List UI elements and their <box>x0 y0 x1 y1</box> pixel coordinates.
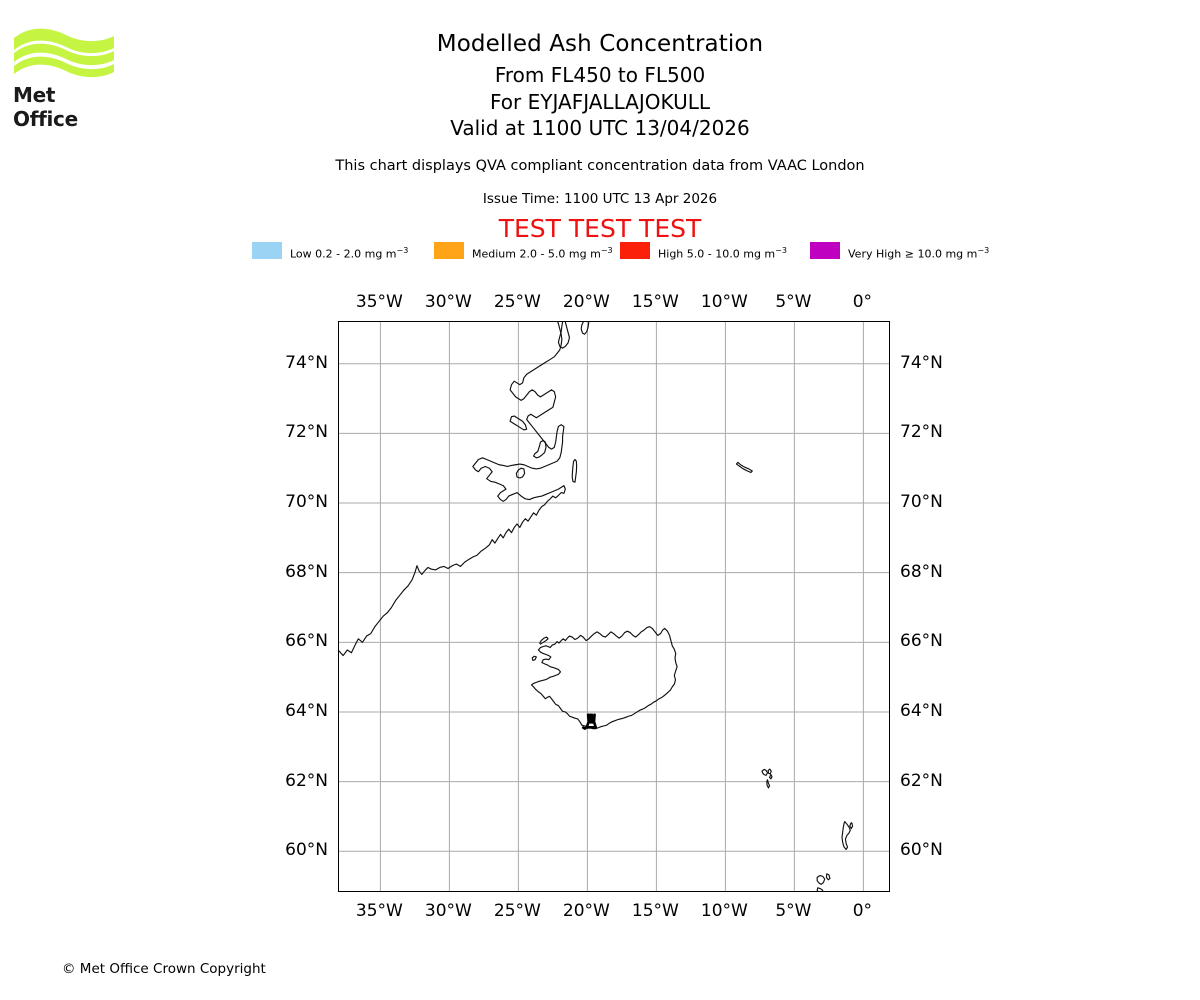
legend-label-very-high: Very High ≥ 10.0 mg m−3 <box>848 246 990 261</box>
coastline-path <box>515 467 526 479</box>
lon-tick-label-bottom: 30°W <box>424 901 472 921</box>
concentration-legend: Low 0.2 - 2.0 mg m−3 Medium 2.0 - 5.0 mg … <box>252 241 992 261</box>
lon-tick-label-top: 30°W <box>424 292 472 312</box>
coastline-path <box>557 322 571 349</box>
legend-swatch-low <box>252 242 282 259</box>
coastline-path <box>816 887 824 891</box>
coastline-path <box>580 322 590 335</box>
coastline-path <box>539 636 549 645</box>
volcano-glyph-path <box>581 725 589 730</box>
lat-tick-label-left: 70°N <box>285 492 328 513</box>
lon-tick-label-top: 35°W <box>355 292 403 312</box>
map-plot-area[interactable] <box>338 321 890 892</box>
coastline-path <box>339 322 566 657</box>
legend-label-low: Low 0.2 - 2.0 mg m−3 <box>290 246 409 261</box>
lon-tick-label-top: 5°W <box>775 292 812 312</box>
met-office-waves-icon <box>14 28 114 78</box>
coastline-path <box>767 768 772 775</box>
legend-swatch-medium <box>434 242 464 259</box>
lat-tick-label-right: 60°N <box>900 840 943 861</box>
lat-tick-label-left: 60°N <box>285 840 328 861</box>
lon-tick-label-top: 20°W <box>562 292 610 312</box>
copyright-text: © Met Office Crown Copyright <box>62 961 266 977</box>
map-gridlines <box>339 322 889 891</box>
lat-tick-label-left: 62°N <box>285 770 328 791</box>
coastlines <box>339 322 854 891</box>
volcano-marker <box>581 713 597 730</box>
lat-tick-label-left: 72°N <box>285 422 328 443</box>
met-office-logo: Met Office <box>12 26 120 131</box>
coastline-path <box>766 779 771 789</box>
lat-tick-label-left: 66°N <box>285 631 328 652</box>
coastline-path <box>571 458 578 483</box>
lat-tick-label-right: 70°N <box>900 492 943 513</box>
lon-tick-label-bottom: 25°W <box>493 901 541 921</box>
lon-tick-label-bottom: 20°W <box>562 901 610 921</box>
volcano-line: For EYJAFJALLAJOKULL <box>490 90 710 114</box>
coastline-path <box>849 822 854 830</box>
lon-tick-label-bottom: 5°W <box>775 901 812 921</box>
lon-tick-label-bottom: 15°W <box>631 901 679 921</box>
flight-level-line: From FL450 to FL500 <box>494 63 706 87</box>
logo-wordmark: Met Office <box>13 83 78 131</box>
lat-tick-label-right: 62°N <box>900 770 943 791</box>
test-banner: TEST TEST TEST <box>498 214 702 243</box>
lat-tick-label-right: 72°N <box>900 422 943 443</box>
coastline-path <box>761 768 769 776</box>
coastline-path <box>825 873 831 881</box>
qva-note: This chart displays QVA compliant concen… <box>335 158 865 174</box>
lon-tick-label-top: 10°W <box>700 292 748 312</box>
lat-tick-label-right: 64°N <box>900 700 943 721</box>
coastline-path <box>530 626 678 730</box>
coastline-path <box>533 439 547 459</box>
lon-tick-label-bottom: 0° <box>852 901 873 921</box>
legend-label-medium: Medium 2.0 - 5.0 mg m−3 <box>472 246 613 261</box>
map-graphics <box>339 322 889 891</box>
lon-tick-label-bottom: 10°W <box>700 901 748 921</box>
lon-tick-label-bottom: 35°W <box>355 901 403 921</box>
legend-label-high: High 5.0 - 10.0 mg m−3 <box>658 246 787 261</box>
coastline-path <box>531 655 537 661</box>
lat-tick-label-right: 74°N <box>900 352 943 373</box>
valid-time-line: Valid at 1100 UTC 13/04/2026 <box>450 116 750 140</box>
page-title: Modelled Ash Concentration <box>436 31 764 57</box>
legend-swatch-very-high <box>810 242 840 259</box>
lat-tick-label-right: 68°N <box>900 561 943 582</box>
lon-tick-label-top: 15°W <box>631 292 679 312</box>
issue-time: Issue Time: 1100 UTC 13 Apr 2026 <box>482 191 718 207</box>
lon-tick-label-top: 0° <box>852 292 873 312</box>
lat-tick-label-left: 64°N <box>285 700 328 721</box>
lat-tick-label-left: 74°N <box>285 352 328 373</box>
coastline-path <box>768 774 773 780</box>
map-container[interactable]: 35°W 35°W 30°W 30°W 25°W 25°W 20°W 20°W 15°W 15°W… <box>285 292 943 921</box>
coastline-path <box>735 461 753 473</box>
coastline-path <box>509 415 528 431</box>
coastline-path <box>816 875 826 885</box>
lon-tick-label-top: 25°W <box>493 292 541 312</box>
lat-tick-label-left: 68°N <box>285 561 328 582</box>
coastline-path <box>841 821 851 851</box>
lat-tick-label-right: 66°N <box>900 631 943 652</box>
volcano-glyph-path <box>588 713 593 724</box>
legend-swatch-high <box>620 242 650 259</box>
